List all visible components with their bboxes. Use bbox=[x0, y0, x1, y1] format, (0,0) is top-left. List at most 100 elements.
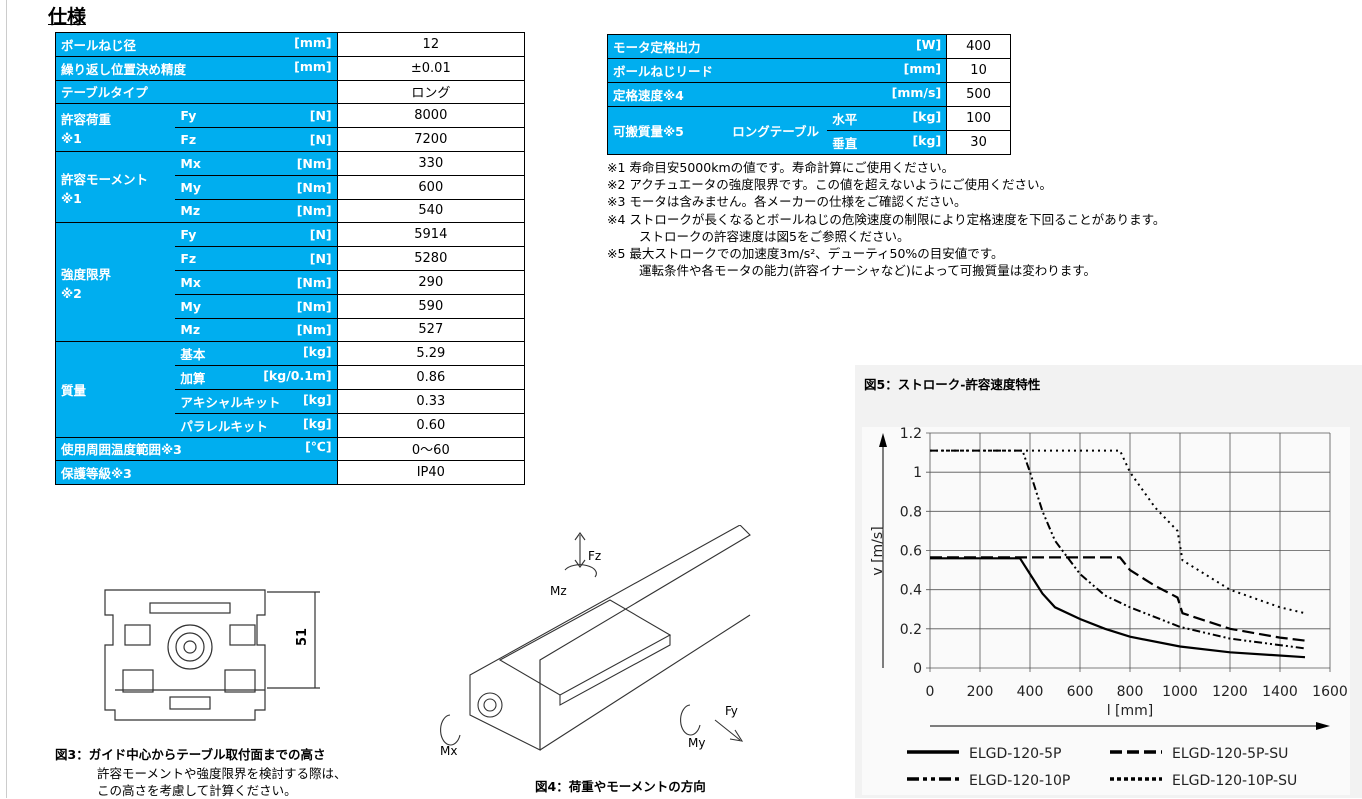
mx-label: Mx bbox=[440, 744, 457, 758]
legend-label: ELGD-120-10P bbox=[969, 773, 1070, 789]
sub-label: 基本 [kg] bbox=[175, 341, 338, 367]
label: 保護等級※3 bbox=[55, 460, 338, 486]
table-row: 使用周囲温度範囲※3 [℃] 0～60 bbox=[55, 436, 526, 462]
table-row: 許容モーメント ※1 Mx [Nm] 330 bbox=[55, 150, 526, 224]
sub-label: パラレルキット [kg] bbox=[175, 412, 338, 438]
value: 7200 bbox=[336, 127, 526, 152]
y-tick-label: 1.2 bbox=[900, 427, 922, 442]
note: ※4 ストロークが長くなるとボールねじの危険速度の制限により定格速度を下回ること… bbox=[607, 211, 1166, 227]
table-row: 可搬質量※5 ロングテーブル 水平 [kg] 100 bbox=[607, 106, 1011, 155]
unit: [Nm] bbox=[296, 203, 332, 219]
note: ※1 寿命目安5000kmの値です。寿命計算にご使用ください。 bbox=[607, 160, 955, 175]
value: 12 bbox=[336, 32, 526, 57]
moment-group-label: 許容モーメント ※1 bbox=[55, 150, 176, 224]
value: 5.29 bbox=[336, 341, 526, 367]
page-title: 仕様 bbox=[48, 6, 87, 28]
x-tick-label: 400 bbox=[1017, 684, 1044, 700]
mz-label: Mz bbox=[550, 584, 567, 598]
unit: [mm/s] bbox=[891, 85, 942, 100]
x-tick-label: 800 bbox=[1117, 684, 1144, 700]
x-tick-label: 600 bbox=[1067, 684, 1094, 700]
sub-label: My [Nm] bbox=[175, 174, 338, 200]
table-row: Fz [N] 5280 bbox=[56, 246, 526, 271]
sub-label: Mx [Nm] bbox=[175, 269, 338, 295]
sub: Mx bbox=[180, 274, 201, 290]
note: ※3 モータは含みません。各メーカーの仕様をご確認ください。 bbox=[607, 194, 967, 210]
label: 質量 bbox=[61, 382, 87, 398]
value: 5280 bbox=[336, 246, 526, 271]
table-row: 保護等級※3 IP40 bbox=[55, 460, 526, 486]
sub-label: Fz [N] bbox=[175, 246, 338, 271]
table-row: 垂直 [kg] 30 bbox=[608, 130, 1011, 155]
value: 0～60 bbox=[336, 436, 526, 462]
horizontal-label: 水平 bbox=[832, 112, 858, 127]
table-row: アキシャルキット [kg] 0.33 bbox=[56, 388, 526, 414]
unit: [N] bbox=[309, 227, 332, 243]
unit: [℃] bbox=[305, 439, 332, 455]
value: 290 bbox=[336, 269, 526, 295]
load-group-label: 許容荷重 ※1 bbox=[55, 103, 176, 152]
unit: [N] bbox=[309, 132, 332, 148]
sub-label: 加算 [kg/0.1m] bbox=[175, 365, 338, 390]
label: ※1 bbox=[61, 190, 82, 206]
fig3-text: この高さを考慮して計算ください。 bbox=[97, 783, 297, 798]
value: 8000 bbox=[336, 103, 526, 129]
value: 600 bbox=[336, 174, 526, 200]
note: ※2 アクチュエータの強度限界です。この値を超えないようにご使用ください。 bbox=[607, 177, 1053, 193]
label: ボールねじ径 bbox=[61, 37, 137, 53]
series-line-ELGD-120-5P-SU bbox=[930, 556, 1306, 642]
sub: My bbox=[180, 179, 201, 195]
unit: [kg] bbox=[302, 415, 332, 431]
label: 許容荷重 bbox=[61, 112, 112, 128]
value: 590 bbox=[336, 293, 526, 319]
table-row: Mx [Nm] 290 bbox=[56, 269, 526, 295]
value: ロング bbox=[336, 79, 526, 105]
speed-chart: 0 200 400 600 800 1000 1200 1400 1600 0 0.2 0.4 0.6 0… bbox=[862, 427, 1350, 795]
table-row: 許容荷重 ※1 Fy [N] 8000 bbox=[55, 103, 526, 152]
my-label: My bbox=[688, 736, 705, 750]
sub: Mz bbox=[180, 322, 201, 338]
label: モータ定格出力 bbox=[613, 40, 701, 55]
unit: [Nm] bbox=[296, 298, 332, 314]
sub: アキシャルキット bbox=[180, 394, 281, 410]
unit: [Nm] bbox=[296, 322, 332, 338]
unit: [kg] bbox=[912, 133, 942, 148]
label: 使用周囲温度範囲※3 bbox=[61, 442, 182, 458]
x-tick-label: 1000 bbox=[1162, 684, 1198, 700]
y-tick-label: 0.8 bbox=[900, 504, 922, 520]
fy-label: Fy bbox=[725, 704, 738, 718]
value: IP40 bbox=[336, 460, 526, 486]
y-arrowhead bbox=[879, 433, 887, 447]
sub: My bbox=[180, 298, 201, 314]
mass-group-label: 質量 bbox=[55, 341, 176, 438]
sub-label: アキシャルキット [kg] bbox=[175, 388, 338, 414]
y-tick-label: 1 bbox=[913, 465, 922, 481]
label: 強度限界 bbox=[61, 266, 112, 282]
value: 500 bbox=[946, 82, 1011, 107]
table-row: Mz [Nm] 527 bbox=[56, 317, 526, 343]
sub: Fy bbox=[180, 108, 197, 124]
sub: 加算 bbox=[180, 371, 206, 387]
unit: [kg] bbox=[302, 344, 332, 360]
unit: [N] bbox=[309, 251, 332, 267]
table-row: Mz [Nm] 540 bbox=[56, 198, 526, 224]
sub: Mx bbox=[180, 155, 201, 171]
value: 30 bbox=[946, 130, 1011, 155]
value: 0.60 bbox=[336, 412, 526, 438]
unit: [Nm] bbox=[296, 274, 332, 290]
unit: [mm] bbox=[903, 61, 942, 76]
series-line-ELGD-120-10P bbox=[930, 449, 1306, 650]
vertical-label: 垂直 bbox=[832, 136, 858, 151]
legend-label: ELGD-120-5P bbox=[969, 746, 1061, 762]
fig3-text: 許容モーメントや強度限界を検討する際は、 bbox=[97, 766, 347, 781]
sub: Mz bbox=[180, 203, 201, 219]
notes: ※1 寿命目安5000kmの値です。寿命計算にご使用ください。 ※2 アクチュエ… bbox=[607, 159, 1165, 279]
label: 許容モーメント bbox=[61, 171, 149, 187]
table-row: モータ定格出力 [W] 400 bbox=[606, 34, 1011, 59]
table-row: 質量 基本 [kg] 5.29 bbox=[55, 341, 526, 438]
sub: Fy bbox=[180, 227, 197, 243]
x-tick-label: 1600 bbox=[1312, 684, 1348, 700]
unit: [Nm] bbox=[296, 179, 332, 195]
unit: [W] bbox=[915, 37, 942, 52]
x-axis-label: l [mm] bbox=[1107, 703, 1154, 719]
